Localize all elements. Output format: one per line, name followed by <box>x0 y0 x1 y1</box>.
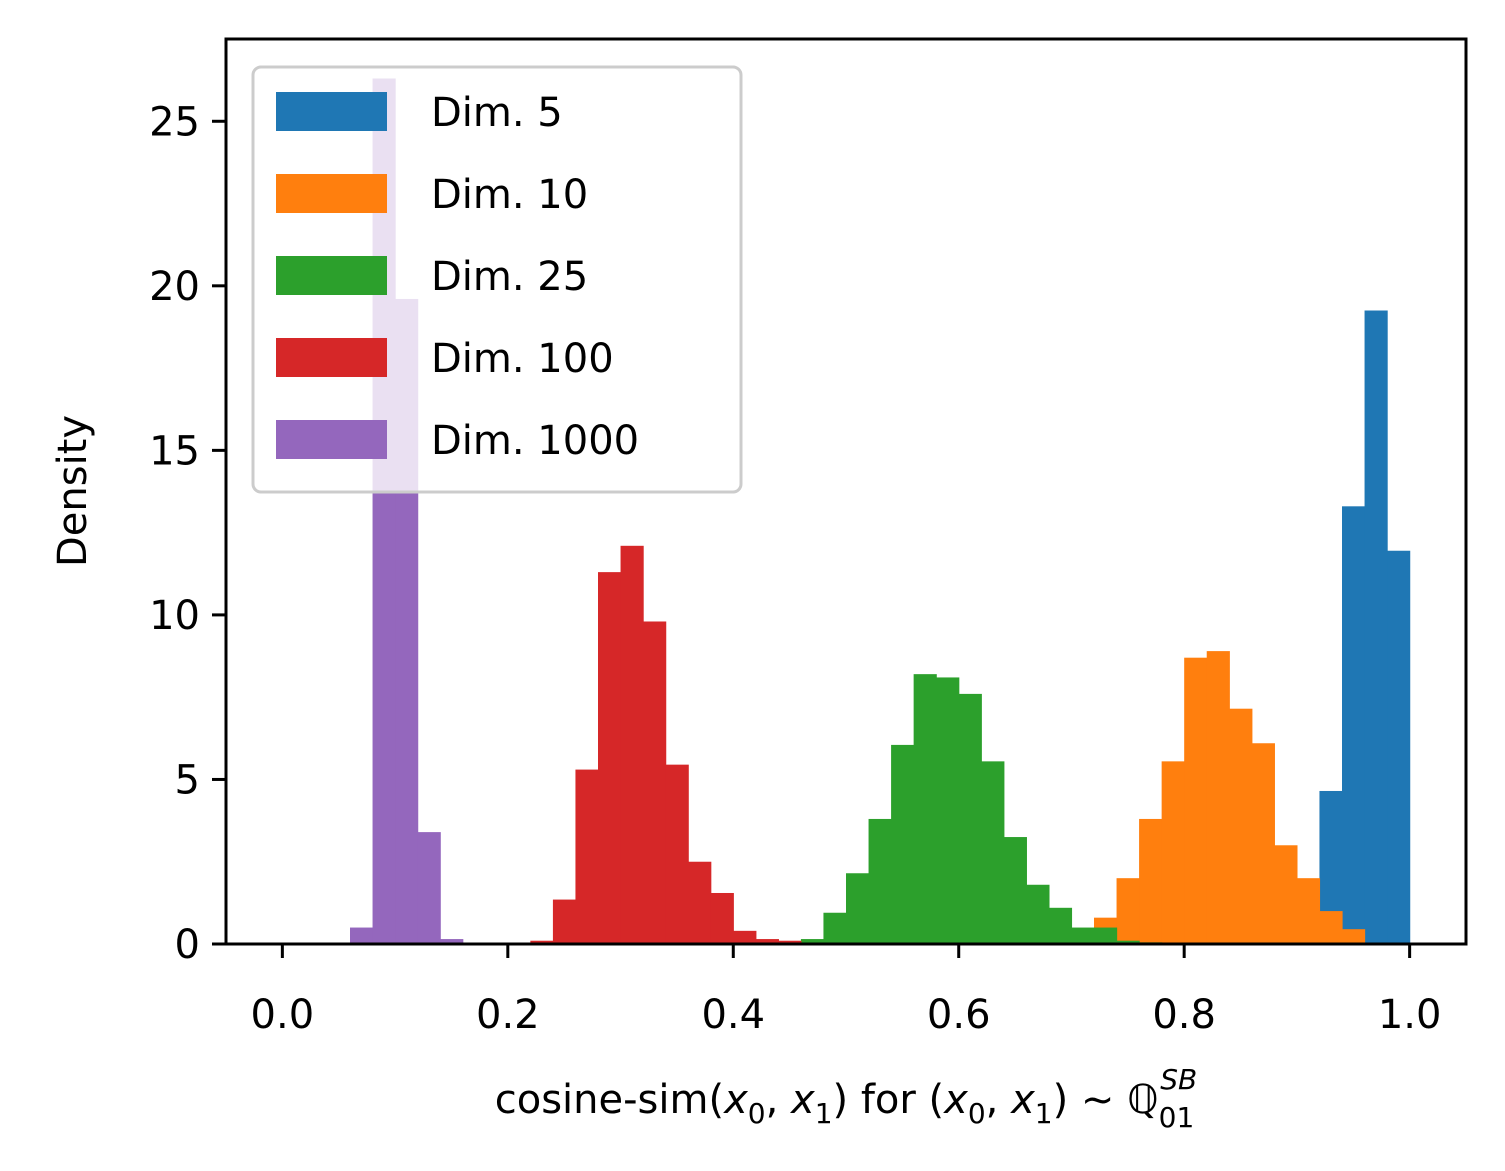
series-dim-25 <box>800 674 1163 944</box>
series-dim-5 <box>1319 310 1411 944</box>
histogram-bar <box>981 761 1005 944</box>
histogram-bar <box>958 693 982 944</box>
histogram-bar <box>1206 651 1230 944</box>
histogram-bar <box>575 769 599 944</box>
y-tick-label: 0 <box>175 922 200 968</box>
series-dim-10 <box>1094 651 1366 944</box>
histogram-bar <box>1342 929 1366 944</box>
legend-item: Dim. 100 <box>276 336 614 382</box>
histogram-bar <box>823 912 847 944</box>
histogram-bar <box>1296 878 1321 944</box>
histogram-bar <box>1116 940 1140 944</box>
x-tick-label: 0.0 <box>251 992 315 1038</box>
x-tick-label: 0.2 <box>476 992 540 1038</box>
histogram-bar <box>891 744 915 944</box>
histogram-bar <box>530 940 554 944</box>
legend-label: Dim. 5 <box>431 90 563 136</box>
legend-item: Dim. 5 <box>276 90 563 136</box>
x-axis-label: cosine-sim(x0, x1) for (x0, x1) ~ ℚ01SB <box>495 1063 1198 1134</box>
legend-swatch <box>276 256 387 295</box>
y-tick-label: 10 <box>149 593 200 639</box>
histogram-bar <box>620 545 644 944</box>
histogram-bar <box>778 940 802 944</box>
histogram-bar <box>1364 310 1388 944</box>
legend: Dim. 5 Dim. 10 Dim. 25 Dim. 100 Dim. 1000 <box>251 65 743 494</box>
legend-item: Dim. 25 <box>276 254 588 300</box>
histogram-bar <box>846 873 870 944</box>
x-axis-ticks: 0.0 0.2 0.4 0.6 0.8 1.0 <box>251 944 1442 1038</box>
histogram-bar <box>1161 761 1185 944</box>
histogram-bar <box>1116 878 1140 944</box>
histogram-bar <box>1319 790 1343 944</box>
histogram-bar <box>598 572 622 944</box>
legend-swatch <box>276 420 387 459</box>
histogram-bar <box>1071 927 1095 944</box>
legend-label: Dim. 10 <box>431 172 588 218</box>
histogram-bar <box>1229 708 1253 944</box>
histogram-bar <box>417 832 441 944</box>
histogram-bar <box>665 764 689 944</box>
legend-label: Dim. 100 <box>431 336 614 382</box>
histogram-bar <box>440 939 464 944</box>
histogram-bar <box>643 621 667 944</box>
histogram-bar <box>733 930 757 944</box>
histogram-bar <box>1342 506 1366 944</box>
legend-swatch <box>276 338 387 377</box>
histogram-bar <box>350 927 374 944</box>
legend-item: Dim. 1000 <box>276 418 639 464</box>
y-tick-label: 5 <box>175 757 200 803</box>
histogram-bar <box>1094 927 1118 944</box>
histogram-bar <box>688 861 712 944</box>
legend-swatch <box>276 92 387 131</box>
histogram-bar <box>710 892 734 944</box>
histogram-bar <box>1048 907 1073 944</box>
x-tick-label: 0.4 <box>701 992 765 1038</box>
histogram-bar <box>1387 550 1411 944</box>
y-axis-ticks: 0 5 10 15 20 25 <box>149 99 226 968</box>
histogram-bar <box>755 939 779 944</box>
histogram-bar <box>1026 884 1050 944</box>
histogram-bar <box>1139 818 1163 944</box>
histogram-bar <box>868 818 892 944</box>
legend-swatch <box>276 174 387 213</box>
y-tick-label: 20 <box>149 264 200 310</box>
y-tick-label: 15 <box>149 428 200 474</box>
y-tick-label: 25 <box>149 99 200 145</box>
series-dim-100 <box>530 545 802 944</box>
histogram-bar <box>800 939 825 944</box>
legend-label: Dim. 25 <box>431 254 588 300</box>
legend-label: Dim. 1000 <box>431 418 639 464</box>
histogram-bar <box>1319 911 1343 944</box>
plot-frame <box>224 37 1468 946</box>
histogram-bar <box>936 677 960 944</box>
histogram-bar <box>913 674 937 944</box>
legend-box <box>251 65 743 494</box>
y-axis-label: Density <box>50 415 96 567</box>
histogram-bar <box>1251 743 1275 944</box>
x-tick-label: 1.0 <box>1378 992 1442 1038</box>
histogram-bars <box>350 78 1411 945</box>
histogram-bar <box>1274 845 1298 944</box>
histogram-bar <box>552 899 577 944</box>
histogram-bar <box>1003 837 1027 944</box>
legend-item: Dim. 10 <box>276 172 588 218</box>
histogram-bar <box>1184 657 1208 944</box>
x-tick-label: 0.8 <box>1152 992 1216 1038</box>
x-tick-label: 0.6 <box>927 992 991 1038</box>
